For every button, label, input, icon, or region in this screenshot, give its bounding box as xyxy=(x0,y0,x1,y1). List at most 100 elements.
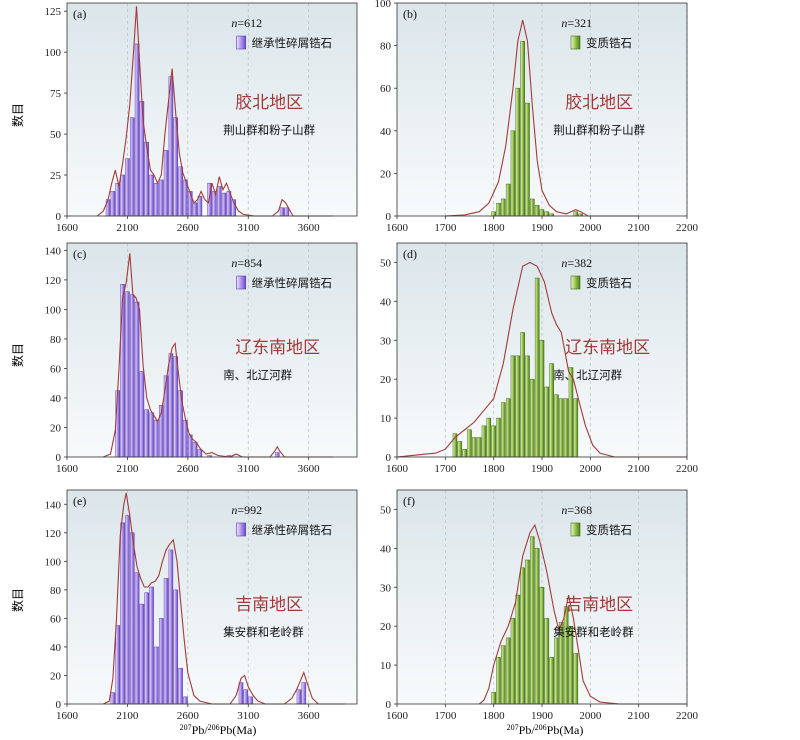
histogram-bar xyxy=(183,696,188,705)
histogram-bar xyxy=(534,277,540,458)
x-tick-label: 3100 xyxy=(237,222,260,234)
y-tick-label: 25 xyxy=(50,170,62,182)
y-tick-label: 100 xyxy=(45,47,62,59)
chart-panel-e: 0 20 40 60 80 100 120 140 1600 2100 2600 3100 3600 (e… xyxy=(45,489,358,722)
legend-swatch xyxy=(570,522,581,537)
legend-swatch xyxy=(570,275,581,290)
plot-frame xyxy=(66,489,358,705)
legend-label: 继承性碎屑锆石 xyxy=(252,523,333,537)
y-tick-label: 80 xyxy=(50,334,62,346)
histogram-bar xyxy=(515,355,521,458)
y-axis-label-c: 数目 xyxy=(10,343,25,367)
histogram-bar xyxy=(525,355,530,458)
sample-count-n: n xyxy=(561,256,567,270)
histogram-bar xyxy=(539,209,545,217)
legend-swatch xyxy=(236,522,246,537)
x-tick-label: 1600 xyxy=(386,222,409,234)
plot-background xyxy=(67,3,357,216)
histogram-bar xyxy=(559,398,564,458)
probability-curve xyxy=(396,261,687,458)
legend-swatch xyxy=(236,275,246,290)
y-tick-label: 80 xyxy=(50,585,62,597)
histogram-bar xyxy=(279,207,285,217)
histogram-bar xyxy=(238,682,244,705)
histogram-bar xyxy=(539,587,545,705)
histogram-bar xyxy=(573,211,579,217)
histogram-bar xyxy=(163,578,169,705)
histogram-bar xyxy=(284,207,290,217)
y-tick-label: 60 xyxy=(50,613,62,625)
histogram-bar xyxy=(154,182,159,217)
x-axis-mid: Pb/ xyxy=(192,723,209,737)
y-tick-label: 75 xyxy=(50,88,62,100)
group-label: 集安群和老岭群 xyxy=(553,625,634,639)
x-tick-label: 2600 xyxy=(177,710,200,722)
histogram-bar xyxy=(178,166,183,217)
histogram-bar xyxy=(573,398,579,458)
region-title: 胶北地区 xyxy=(235,93,303,113)
chart-panel-c: 0 20 40 60 80 100 120 140 1600 2100 2600 3100 3600 (c… xyxy=(45,242,358,475)
histogram-bar xyxy=(505,398,511,458)
histogram-bar xyxy=(216,186,222,217)
histogram-bar xyxy=(129,117,135,217)
histogram-bar xyxy=(221,192,227,217)
panel-label: (b) xyxy=(403,7,417,21)
x-axis-title-right: 207Pb/206Pb(Ma) xyxy=(507,723,584,737)
panel-label: (c) xyxy=(73,247,86,261)
histogram-bar xyxy=(197,449,203,458)
y-tick-label: 140 xyxy=(45,245,62,257)
chart-panel-b: 0 20 40 60 80 100 1600 1700 1800 1900 2000 2100 2200… xyxy=(375,0,699,234)
x-tick-label: 3600 xyxy=(298,463,321,475)
histogram-bar xyxy=(163,150,169,217)
legend-label: 变质锆石 xyxy=(586,276,632,290)
histogram-bar xyxy=(496,202,501,217)
histogram-bar xyxy=(510,355,516,458)
histogram-bar xyxy=(125,515,130,705)
x-tick-label: 1800 xyxy=(483,710,506,722)
histogram-bar xyxy=(120,174,125,217)
histogram-bar xyxy=(154,419,159,458)
x-tick-label: 1700 xyxy=(434,710,457,722)
plot-background xyxy=(397,3,687,216)
y-tick-label: 40 xyxy=(380,126,392,138)
legend-label: 变质锆石 xyxy=(586,36,632,50)
sample-count: n=321 xyxy=(561,16,592,30)
histogram-bar xyxy=(129,294,135,458)
x-tick-label: 3100 xyxy=(237,710,260,722)
plot-frame xyxy=(66,2,358,217)
panel-label: (a) xyxy=(73,7,86,21)
sample-count-value: =612 xyxy=(237,16,262,30)
histogram-bar xyxy=(496,417,501,458)
probability-curve xyxy=(103,253,333,458)
x-tick-label: 1600 xyxy=(386,710,409,722)
chart-panel-f: 0 10 20 30 40 50 1600 1700 1800 1900 2000 2100 2200 (… xyxy=(380,489,699,722)
y-tick-label: 120 xyxy=(45,275,62,287)
histogram-bar xyxy=(154,646,159,705)
histogram-bar xyxy=(539,340,545,458)
histogram-bar xyxy=(530,536,535,705)
x-tick-label: 2100 xyxy=(628,710,651,722)
histogram-bar xyxy=(187,191,193,217)
x-tick-label: 1600 xyxy=(386,463,409,475)
x-axis-sup-206: 206 xyxy=(208,723,220,732)
histogram-bar xyxy=(144,592,150,705)
group-label: 集安群和老岭群 xyxy=(223,625,304,639)
histogram-bar xyxy=(510,618,516,705)
histogram-bar xyxy=(520,567,525,705)
histogram-bar xyxy=(544,618,550,705)
x-tick-label: 3600 xyxy=(298,222,321,234)
sample-count-n: n xyxy=(561,16,567,30)
histogram-bar xyxy=(168,549,174,705)
y-tick-label: 0 xyxy=(386,699,392,711)
histogram-bar xyxy=(158,179,164,217)
region-title: 胶北地区 xyxy=(565,93,633,113)
y-tick-label: 100 xyxy=(45,304,62,316)
x-tick-label: 1800 xyxy=(483,222,506,234)
histogram-bar xyxy=(120,522,125,705)
histogram-bar xyxy=(462,448,467,458)
x-tick-label: 3100 xyxy=(237,463,260,475)
sample-count-value: =992 xyxy=(237,503,262,517)
histogram-bar xyxy=(530,198,535,217)
x-tick-label: 2200 xyxy=(676,710,699,722)
